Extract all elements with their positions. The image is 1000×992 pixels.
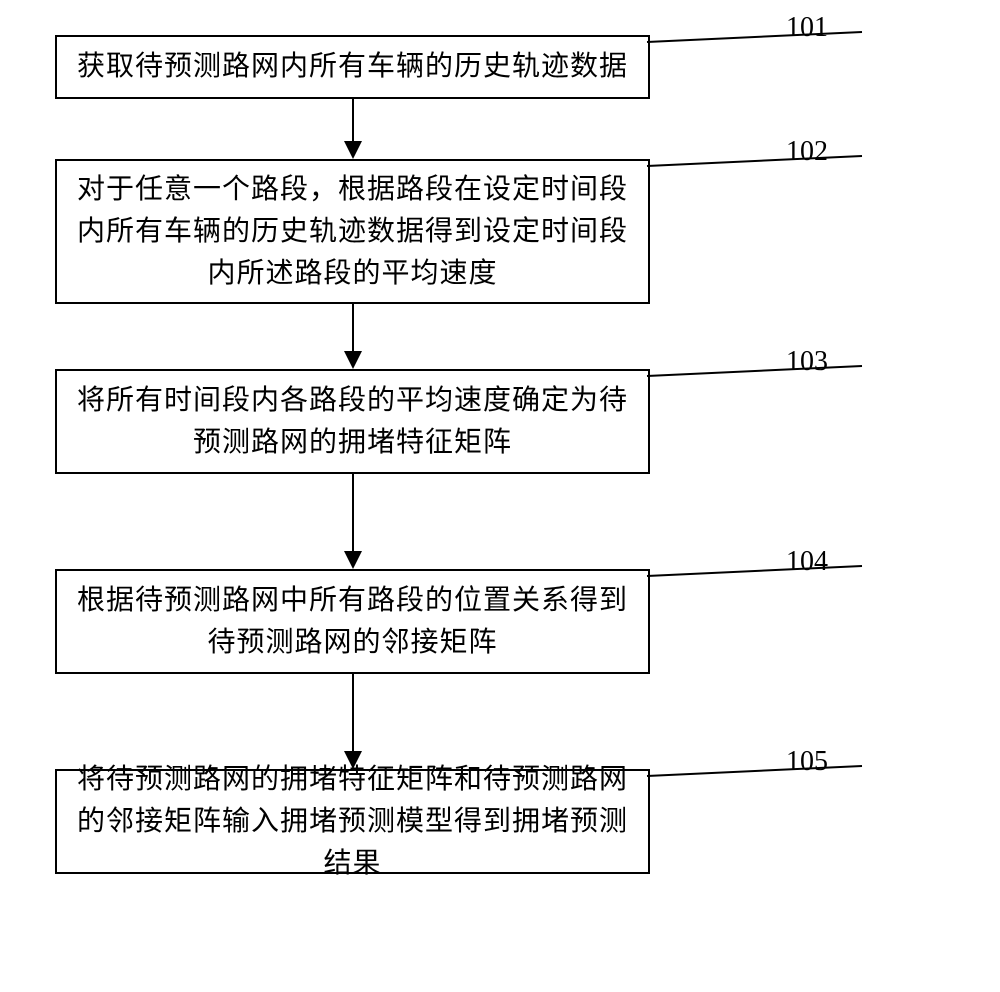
flowchart-step-2: 对于任意一个路段，根据路段在设定时间段内所有车辆的历史轨迹数据得到设定时间段内所…: [55, 159, 650, 304]
step-2-label: 102: [786, 136, 828, 168]
leader-line-3: [647, 366, 877, 391]
flowchart-step-1: 获取待预测路网内所有车辆的历史轨迹数据 101: [55, 35, 650, 99]
arrow-4: [338, 674, 368, 769]
step-2-text: 对于任意一个路段，根据路段在设定时间段内所有车辆的历史轨迹数据得到设定时间段内所…: [77, 169, 628, 295]
leader-line-1: [647, 32, 877, 57]
step-3-label: 103: [786, 346, 828, 378]
step-4-text: 根据待预测路网中所有路段的位置关系得到待预测路网的邻接矩阵: [77, 580, 628, 664]
flowchart-step-5: 将待预测路网的拥堵特征矩阵和待预测路网的邻接矩阵输入拥堵预测模型得到拥堵预测结果…: [55, 769, 650, 874]
step-1-text: 获取待预测路网内所有车辆的历史轨迹数据: [77, 46, 628, 88]
arrow-2-container: [55, 304, 650, 369]
arrow-3: [338, 474, 368, 569]
arrow-3-container: [55, 474, 650, 569]
arrow-1: [338, 99, 368, 159]
arrow-2: [338, 304, 368, 369]
step-3-text: 将所有时间段内各路段的平均速度确定为待预测路网的拥堵特征矩阵: [77, 380, 628, 464]
flowchart-step-4: 根据待预测路网中所有路段的位置关系得到待预测路网的邻接矩阵 104: [55, 569, 650, 674]
step-5-label: 105: [786, 746, 828, 778]
arrow-1-container: [55, 99, 650, 159]
step-1-label: 101: [786, 12, 828, 44]
leader-line-2: [647, 156, 877, 181]
leader-line-5: [647, 766, 877, 791]
flowchart-step-3: 将所有时间段内各路段的平均速度确定为待预测路网的拥堵特征矩阵 103: [55, 369, 650, 474]
arrow-4-container: [55, 674, 650, 769]
leader-line-4: [647, 566, 877, 591]
step-4-label: 104: [786, 546, 828, 578]
flowchart-container: 获取待预测路网内所有车辆的历史轨迹数据 101 对于任意一个路段，根据路段在设定…: [55, 35, 945, 874]
step-5-text: 将待预测路网的拥堵特征矩阵和待预测路网的邻接矩阵输入拥堵预测模型得到拥堵预测结果: [77, 759, 628, 885]
